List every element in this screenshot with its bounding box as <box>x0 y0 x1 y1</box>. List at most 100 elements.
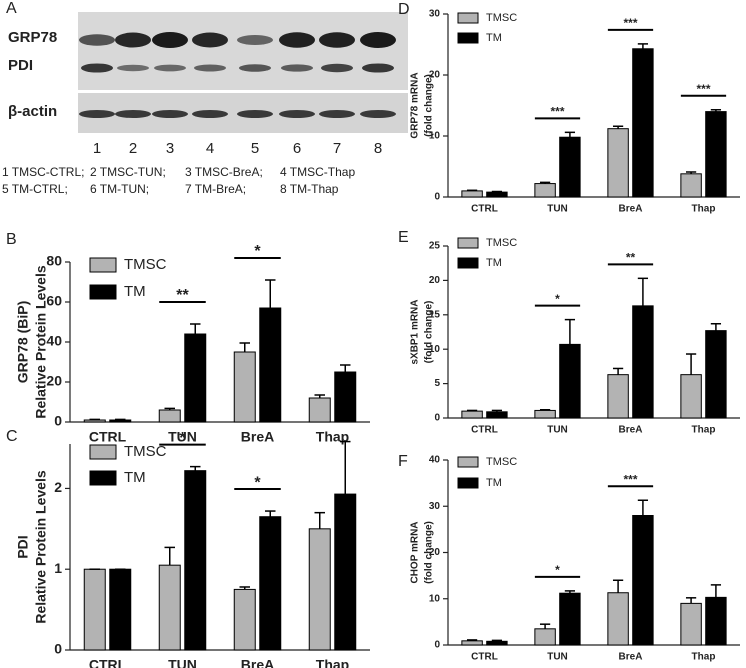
bar <box>632 305 654 419</box>
bar <box>559 592 581 646</box>
x-tick-label: TUN <box>168 429 197 445</box>
blot-band <box>154 64 186 72</box>
blot-band <box>319 32 355 48</box>
y-axis-label: Relative Protein Levels <box>33 265 49 419</box>
significance-label: * <box>179 430 186 447</box>
key-text: 2 TMSC-TUN; <box>90 165 166 179</box>
bar <box>158 409 181 423</box>
x-tick-label: CTRL <box>471 204 498 215</box>
blot-band <box>152 110 188 118</box>
bar <box>534 409 556 419</box>
panel-letter: B <box>6 231 17 248</box>
bar <box>334 371 357 423</box>
bar <box>705 111 727 198</box>
key-text: 3 TMSC-BreA; <box>185 165 263 179</box>
y-tick-label: 1 <box>54 560 62 576</box>
legend-label: TMSC <box>124 256 167 273</box>
x-tick-label: BreA <box>619 204 643 215</box>
y-tick-label: 20 <box>429 275 441 286</box>
y-axis-label: PDI <box>15 535 31 558</box>
blot-band <box>117 64 149 72</box>
blot-band <box>281 64 313 72</box>
row-label: GRP78 <box>8 29 57 46</box>
bar <box>83 419 106 423</box>
blot-membrane <box>78 12 408 90</box>
y-axis-label: (fold change) <box>424 74 435 137</box>
panel-letter: C <box>6 428 18 445</box>
significance-label: * <box>254 474 261 491</box>
lane-label: 4 <box>206 140 214 157</box>
y-tick-label: 20 <box>46 373 62 389</box>
key-text: 1 TMSC-CTRL; <box>2 165 84 179</box>
significance-label: *** <box>696 82 710 96</box>
x-tick-label: TUN <box>168 657 197 668</box>
bar <box>534 183 556 198</box>
blot-band <box>239 64 271 72</box>
y-tick-label: 10 <box>429 593 441 604</box>
legend-label: TMSC <box>486 237 517 249</box>
blot-band <box>360 110 396 118</box>
x-tick-label: TUN <box>547 204 568 215</box>
bar <box>259 307 282 423</box>
significance-label: * <box>555 292 560 306</box>
x-tick-label: Thap <box>692 652 716 663</box>
blot-band <box>79 110 115 118</box>
bar <box>486 191 508 198</box>
legend-label: TM <box>486 32 502 44</box>
lane-label: 5 <box>251 140 259 157</box>
legend-label: TM <box>124 283 146 300</box>
legend-swatch <box>457 12 479 24</box>
key-text: 5 TM-CTRL; <box>2 182 68 196</box>
significance-label: *** <box>550 105 564 119</box>
bar <box>184 470 207 651</box>
legend-swatch <box>89 470 117 486</box>
panel-letter: D <box>398 1 410 18</box>
panel-letter: F <box>398 453 408 470</box>
bar <box>607 592 629 646</box>
bar <box>233 588 256 651</box>
blot-band <box>237 35 273 45</box>
legend-swatch <box>457 257 479 269</box>
x-tick-label: CTRL <box>89 657 127 668</box>
key-text: 8 TM-Thap <box>280 182 339 196</box>
bar <box>461 640 483 646</box>
bar <box>559 343 581 419</box>
significance-label: *** <box>623 16 637 30</box>
y-tick-label: 40 <box>46 333 62 349</box>
significance-label: ** <box>176 287 189 304</box>
x-tick-label: BreA <box>619 425 643 436</box>
blot-band <box>192 32 228 48</box>
bar <box>158 564 181 651</box>
bar <box>705 596 727 646</box>
row-label: β-actin <box>8 103 57 120</box>
key-text: 6 TM-TUN; <box>90 182 149 196</box>
legend-label: TM <box>124 469 146 486</box>
y-tick-label: 40 <box>429 455 441 466</box>
lane-label: 1 <box>93 140 101 157</box>
bar <box>607 374 629 419</box>
y-tick-label: 25 <box>429 241 441 252</box>
bar <box>680 173 702 198</box>
bar <box>607 128 629 198</box>
blot-band <box>194 64 226 72</box>
bar <box>259 516 282 651</box>
y-tick-label: 10 <box>429 344 441 355</box>
bar <box>486 640 508 646</box>
bar <box>334 493 357 651</box>
x-tick-label: BreA <box>241 657 274 668</box>
bar <box>461 410 483 419</box>
row-label: PDI <box>8 57 33 74</box>
y-tick-label: 30 <box>429 501 441 512</box>
x-tick-label: CTRL <box>89 429 127 445</box>
blot-band <box>319 110 355 118</box>
y-tick-label: 30 <box>429 9 441 20</box>
y-axis-label: GRP78 (BiP) <box>15 301 31 383</box>
y-tick-label: 0 <box>434 192 440 203</box>
y-tick-label: 0 <box>54 641 62 657</box>
bar <box>83 568 106 651</box>
y-axis-label: CHOP mRNA <box>410 521 421 583</box>
legend-swatch <box>89 257 117 273</box>
y-tick-label: 0 <box>434 640 440 651</box>
y-axis-label: (fold change) <box>424 301 435 364</box>
